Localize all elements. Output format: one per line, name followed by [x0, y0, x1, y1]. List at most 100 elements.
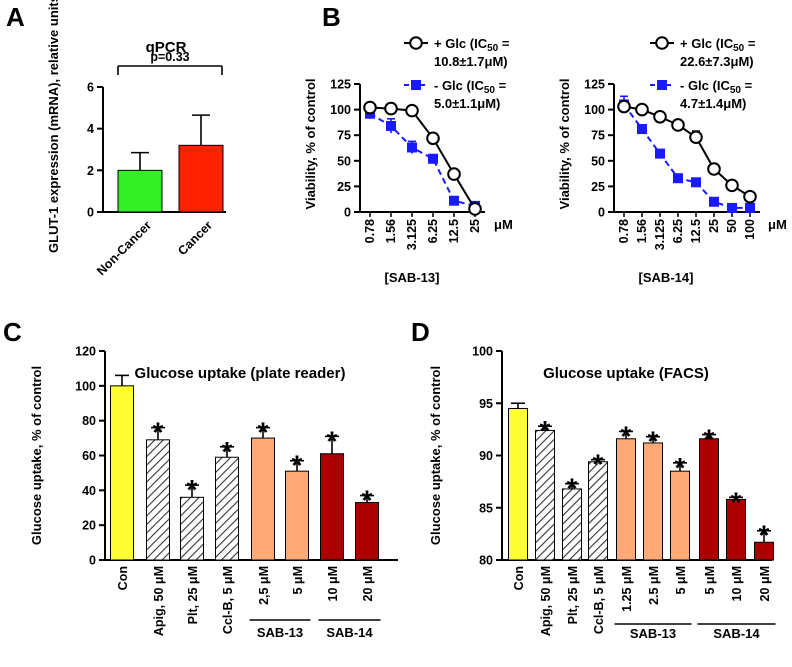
- bar: [215, 456, 239, 561]
- x-axis-label: [SAB-14]: [639, 270, 694, 285]
- y-tick-label: 40: [82, 484, 96, 498]
- y-tick-label: 100: [75, 379, 96, 393]
- category-label: Con: [512, 566, 526, 590]
- y-tick-label: 125: [584, 78, 605, 92]
- legend-label-part: =: [741, 78, 753, 93]
- significance-star: *: [540, 415, 551, 446]
- y-tick-label: 125: [330, 78, 351, 92]
- panel-label-a: A: [6, 2, 25, 32]
- legend-label: 10.8±1.7μM): [434, 54, 508, 69]
- y-tick-label: 20: [82, 519, 96, 533]
- data-point: [743, 189, 757, 204]
- data-point: [655, 148, 665, 159]
- data-point: [363, 100, 377, 115]
- y-tick-label: 100: [584, 103, 605, 117]
- chart-c-glucose-uptake-plate-reader: 0 20 40 60 80 100 120 Glucose uptake (plate rea…: [29, 345, 398, 640]
- legend-label-part: =: [744, 36, 756, 51]
- x-unit-label: μM: [768, 217, 787, 232]
- legend-label-part: - Glc (IC: [434, 78, 484, 93]
- bar: [643, 442, 663, 561]
- y-tick-label: 80: [82, 414, 96, 428]
- category-label: 20 μM: [758, 566, 772, 601]
- x-tick-label: 1.56: [635, 219, 649, 243]
- y-tick-label: 100: [330, 103, 351, 117]
- bar: [699, 438, 719, 561]
- significance-star: *: [567, 473, 578, 504]
- bar: [110, 385, 134, 561]
- y-tick-label: 25: [337, 180, 351, 194]
- category-label: Plt, 25 μM: [186, 566, 200, 624]
- data-point: [407, 142, 417, 153]
- x-unit-label: μM: [494, 217, 513, 232]
- x-tick-label: 50: [725, 219, 739, 233]
- group-label: SAB-13: [630, 626, 676, 641]
- significance-star: *: [153, 417, 164, 448]
- data-point: [671, 118, 685, 132]
- significance-star: *: [704, 424, 715, 455]
- bar: [588, 461, 608, 561]
- x-tick-label: 25: [468, 219, 482, 233]
- data-point: [635, 102, 649, 117]
- significance-star: *: [222, 436, 233, 467]
- data-point: [468, 202, 482, 216]
- x-tick-label: 3.125: [405, 219, 419, 250]
- chart-b-sab13-viability: 0 25 50 75 100 125 Viability, % of control 0.78…: [303, 36, 513, 285]
- x-tick-label: 0.78: [617, 219, 631, 243]
- y-axis-label: Glucose uptake, % of control: [428, 366, 443, 545]
- legend-label: 5.0±1.1μM): [434, 96, 500, 111]
- bar: [180, 496, 204, 561]
- significance-star: *: [258, 417, 269, 448]
- legend-marker: [657, 80, 667, 90]
- p-value-label: p=0.33: [150, 50, 189, 64]
- bar: [251, 437, 275, 561]
- category-label: Cancer: [175, 218, 215, 258]
- x-tick-label: 0.78: [363, 219, 377, 243]
- x-tick-label: 6.25: [426, 219, 440, 243]
- data-point: [405, 103, 419, 118]
- bar: [754, 541, 774, 561]
- legend-label-part: =: [498, 36, 510, 51]
- legend-label: 4.7±1.4μM): [680, 96, 746, 111]
- category-label: 2.5 μM: [647, 566, 661, 605]
- legend-label-part: - Glc (IC: [680, 78, 730, 93]
- category-label: Ccl-B, 5 μM: [221, 566, 235, 634]
- y-tick-label: 60: [82, 449, 96, 463]
- category-label: Con: [116, 566, 130, 590]
- data-point: [447, 167, 461, 181]
- significance-star: *: [362, 485, 373, 516]
- category-label: 5 μM: [291, 566, 305, 595]
- bar: [285, 470, 309, 561]
- legend-marker: [409, 36, 423, 50]
- y-tick-label: 0: [598, 206, 605, 220]
- y-tick-label: 2: [87, 164, 94, 178]
- y-axis-label: Glucose uptake, % of control: [29, 366, 44, 545]
- bar: [117, 169, 163, 213]
- significance-star: *: [759, 520, 770, 551]
- chart-d-glucose-uptake-facs: 80 85 90 95 100 Glucose uptake (FACS) Glucose …: [428, 345, 776, 641]
- data-point: [653, 109, 667, 124]
- y-tick-label: 100: [472, 345, 493, 359]
- series-line-1: [369, 112, 476, 207]
- x-tick-label: 1.56: [384, 219, 398, 243]
- legend-label: + Glc (IC50 =: [434, 36, 510, 54]
- y-axis-label: GLUT-1 expression (mRNA), relative units: [46, 0, 61, 253]
- data-point: [691, 177, 701, 188]
- y-tick-label: 50: [337, 154, 351, 168]
- legend-label-part: 50: [487, 43, 499, 54]
- y-tick-label: 95: [479, 397, 493, 411]
- y-axis-label: Viability, % of control: [557, 79, 572, 210]
- y-tick-label: 50: [591, 154, 605, 168]
- data-point: [707, 162, 721, 176]
- category-label: Plt, 25 μM: [566, 566, 580, 624]
- category-label: 5 μM: [674, 566, 688, 595]
- data-point: [745, 202, 755, 213]
- y-tick-label: 80: [479, 554, 493, 568]
- y-tick-label: 120: [75, 345, 96, 359]
- significance-star: *: [648, 426, 659, 457]
- legend-label: - Glc (IC50 =: [434, 78, 507, 96]
- significance-star: *: [731, 486, 742, 517]
- x-tick-label: 100: [743, 219, 757, 240]
- data-point: [725, 178, 739, 193]
- bar: [178, 144, 224, 213]
- legend-marker: [655, 36, 669, 50]
